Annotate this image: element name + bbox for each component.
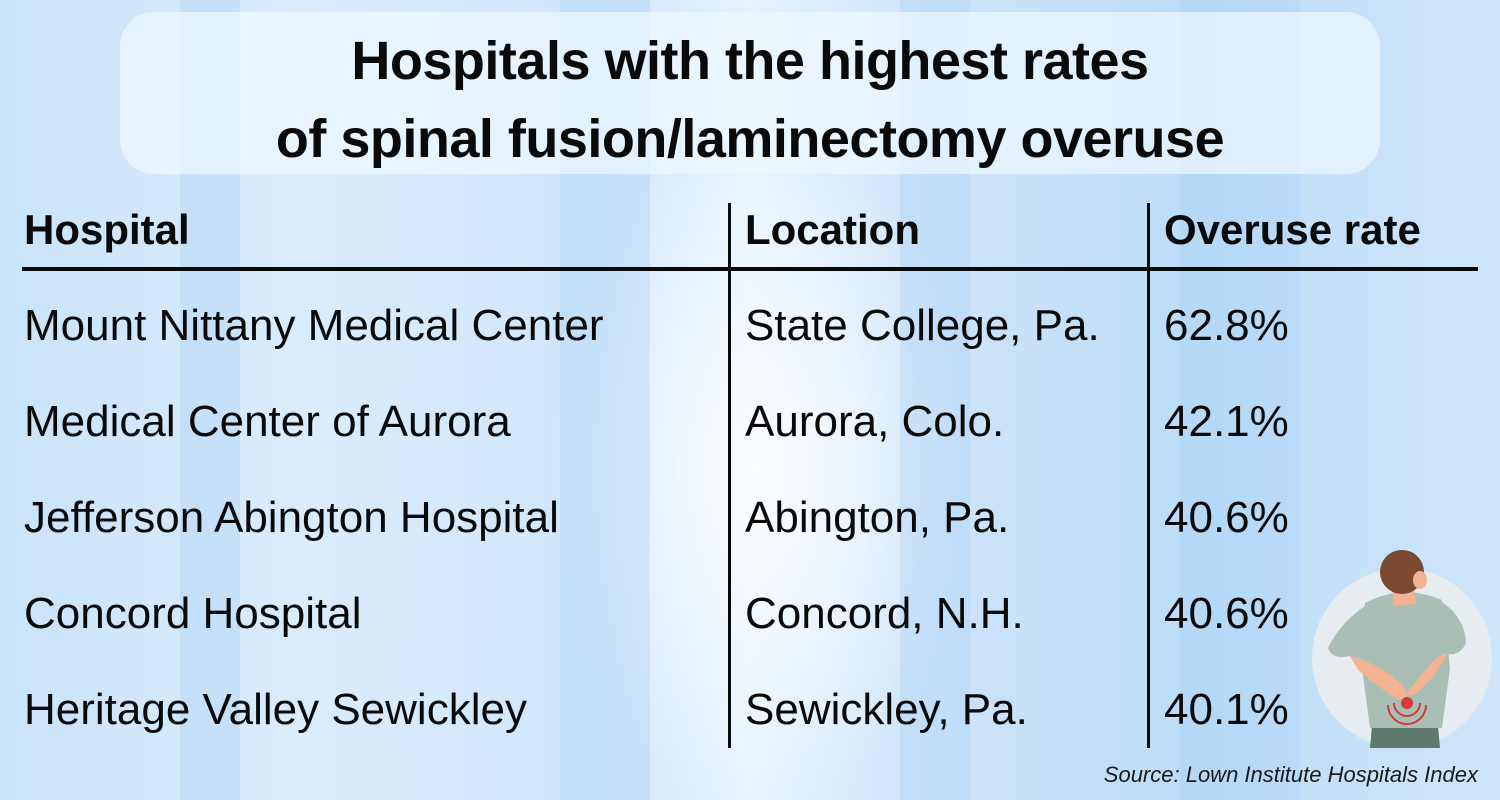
column-header-hospital: Hospital: [24, 206, 190, 253]
location-cell: Abington, Pa.: [745, 493, 1010, 542]
title-panel: [120, 12, 1380, 174]
title-line-1: Hospitals with the highest rates: [351, 31, 1149, 91]
rate-cell: 62.8%: [1164, 301, 1289, 350]
location-cell: Sewickley, Pa.: [745, 685, 1028, 734]
location-cell: State College, Pa.: [745, 301, 1100, 350]
rate-cell: 40.6%: [1164, 493, 1289, 542]
column-header-rate: Overuse rate: [1164, 206, 1421, 253]
hospital-cell: Heritage Valley Sewickley: [24, 685, 527, 734]
location-cell: Concord, N.H.: [745, 589, 1024, 638]
title-line-2: of spinal fusion/laminectomy overuse: [275, 109, 1225, 169]
source-note: Source: Lown Institute Hospitals Index: [1103, 762, 1478, 787]
page-title: Hospitals with the highest rates of spin…: [0, 22, 1500, 178]
back-pain-icon: [1312, 550, 1492, 748]
hospital-cell: Jefferson Abington Hospital: [24, 493, 559, 542]
column-divider: [1147, 203, 1150, 748]
header-divider: [22, 267, 1478, 271]
hospital-cell: Mount Nittany Medical Center: [24, 301, 604, 350]
location-cell: Aurora, Colo.: [745, 397, 1005, 446]
hospital-cell: Concord Hospital: [24, 589, 362, 638]
hospital-cell: Medical Center of Aurora: [24, 397, 511, 446]
column-header-location: Location: [745, 206, 920, 253]
column-divider: [728, 203, 731, 748]
rate-cell: 40.6%: [1164, 589, 1289, 638]
rate-cell: 40.1%: [1164, 685, 1289, 734]
rate-cell: 42.1%: [1164, 397, 1289, 446]
